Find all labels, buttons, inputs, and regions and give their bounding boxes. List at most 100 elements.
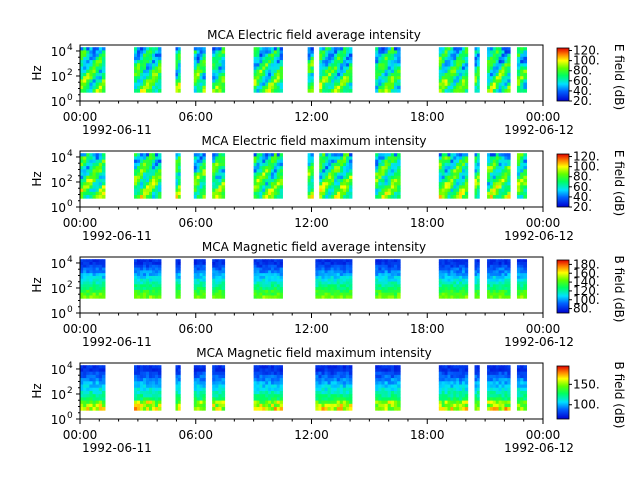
spectrogram-cell bbox=[461, 275, 466, 280]
spectrogram-cell bbox=[390, 381, 395, 385]
spectrogram-cell bbox=[101, 169, 106, 173]
spectrogram-cell bbox=[489, 270, 494, 274]
spectrogram-cell bbox=[393, 397, 398, 401]
spectrogram-cell bbox=[461, 365, 466, 369]
spectrogram-cell bbox=[333, 292, 338, 296]
spectrogram-cell bbox=[276, 273, 281, 277]
spectrogram-cell bbox=[175, 384, 179, 389]
spectrogram-cell bbox=[137, 50, 141, 55]
spectrogram-cell bbox=[504, 259, 508, 263]
spectrogram-cell bbox=[215, 53, 219, 58]
spectrogram-cell bbox=[324, 378, 328, 382]
x-date-end: 1992-06-12 bbox=[504, 335, 574, 349]
spectrogram-cell bbox=[523, 66, 528, 71]
spectrogram-cell bbox=[270, 261, 275, 266]
spectrogram-cell bbox=[476, 267, 480, 271]
spectrogram-cell bbox=[339, 394, 344, 398]
spectrogram-cell bbox=[328, 53, 332, 58]
spectrogram-cell bbox=[375, 66, 379, 71]
spectrogram-cell bbox=[474, 191, 478, 196]
spectrogram-cell bbox=[474, 69, 478, 74]
spectrogram-cell bbox=[149, 63, 153, 67]
spectrogram-cell bbox=[492, 156, 497, 161]
spectrogram-cell bbox=[318, 270, 322, 274]
spectrogram-cell bbox=[459, 79, 463, 83]
spectrogram-cell bbox=[453, 69, 457, 74]
spectrogram-cell bbox=[487, 191, 491, 196]
spectrogram-cell bbox=[492, 259, 497, 263]
spectrogram-cell bbox=[501, 53, 505, 58]
spectrogram-cell bbox=[155, 259, 159, 263]
spectrogram-cell bbox=[146, 284, 150, 288]
spectrogram-cell bbox=[134, 267, 138, 271]
spectrogram-cell bbox=[456, 278, 460, 282]
spectrogram-cell bbox=[495, 368, 500, 373]
spectrogram-cell bbox=[523, 384, 528, 389]
spectrogram-cell bbox=[397, 162, 401, 167]
spectrogram-cell bbox=[346, 169, 350, 173]
spectrogram-cell bbox=[330, 407, 335, 411]
spectrogram-cell bbox=[273, 166, 278, 170]
spectrogram-cell bbox=[330, 264, 335, 268]
spectrogram-cell bbox=[444, 153, 448, 157]
spectrogram-cell bbox=[202, 261, 206, 266]
spectrogram-cell bbox=[276, 259, 281, 263]
spectrogram-cell bbox=[322, 156, 326, 161]
spectrogram-cell bbox=[221, 259, 226, 263]
spectrogram-cell bbox=[134, 153, 138, 157]
spectrogram-cell bbox=[212, 76, 216, 80]
spectrogram-cell bbox=[487, 270, 491, 274]
spectrogram-cell bbox=[218, 264, 222, 268]
spectrogram-cell bbox=[98, 264, 103, 268]
spectrogram-cell bbox=[489, 407, 494, 411]
spectrogram-cell bbox=[270, 162, 275, 167]
spectrogram-cell bbox=[265, 162, 269, 167]
spectrogram-cell bbox=[378, 403, 382, 408]
spectrogram-cell bbox=[476, 289, 480, 294]
spectrogram-cell bbox=[384, 407, 389, 411]
spectrogram-cell bbox=[318, 292, 322, 296]
spectrogram-cell bbox=[327, 273, 332, 277]
spectrogram-cell bbox=[315, 368, 319, 373]
spectrogram-cell bbox=[196, 159, 200, 164]
spectrogram-cell bbox=[199, 390, 203, 395]
spectrogram-cell bbox=[387, 365, 392, 369]
spectrogram-cell bbox=[504, 66, 508, 71]
spectrogram-cell bbox=[330, 397, 335, 401]
spectrogram-cell bbox=[95, 261, 100, 266]
spectrogram-cell bbox=[137, 397, 141, 401]
spectrogram-cell bbox=[516, 387, 521, 392]
spectrogram-cell bbox=[330, 275, 335, 280]
spectrogram-cell bbox=[492, 89, 497, 93]
spectrogram-cell bbox=[322, 89, 326, 93]
spectrogram-cell bbox=[441, 72, 446, 77]
spectrogram-cell bbox=[149, 378, 153, 382]
spectrogram-cell bbox=[378, 82, 382, 87]
spectrogram-cell bbox=[476, 275, 480, 280]
spectrogram-cell bbox=[447, 371, 451, 376]
spectrogram-cell bbox=[89, 69, 93, 74]
spectrogram-cell bbox=[212, 264, 216, 268]
spectrogram-cell bbox=[199, 166, 203, 170]
spectrogram-cell bbox=[441, 407, 446, 411]
spectrogram-cell bbox=[381, 191, 385, 196]
spectrogram-cell bbox=[487, 278, 491, 282]
spectrogram-cell bbox=[315, 295, 319, 299]
spectrogram-cell bbox=[134, 289, 138, 294]
spectrogram-cell bbox=[476, 371, 480, 376]
spectrogram-cell bbox=[89, 407, 93, 411]
spectrogram-cell bbox=[441, 60, 446, 64]
spectrogram-cell bbox=[193, 156, 198, 161]
spectrogram-cell bbox=[498, 82, 502, 87]
spectrogram-cell bbox=[461, 63, 466, 67]
spectrogram-cell bbox=[310, 56, 314, 61]
spectrogram-cell bbox=[253, 295, 257, 299]
spectrogram-cell bbox=[98, 365, 103, 369]
spectrogram-cell bbox=[101, 185, 106, 189]
spectrogram-cell bbox=[375, 403, 379, 408]
spectrogram-cell bbox=[453, 371, 457, 376]
spectrogram-cell bbox=[253, 394, 257, 398]
spectrogram-cell bbox=[495, 188, 500, 193]
spectrogram-cell bbox=[331, 178, 335, 183]
spectrogram-cell bbox=[520, 72, 524, 77]
